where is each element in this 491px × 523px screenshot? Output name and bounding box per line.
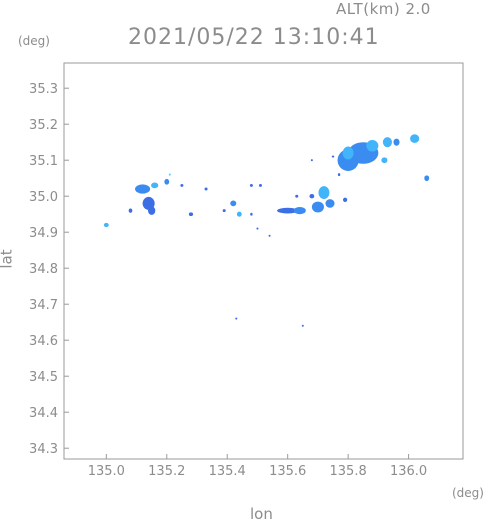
- y-tick-label: 34.9: [29, 226, 58, 241]
- y-tick-label: 35.3: [29, 82, 58, 97]
- echo-cell-19: [277, 207, 299, 214]
- echo-cell-0: [103, 222, 109, 228]
- x-axis-unit: (deg): [452, 486, 484, 500]
- y-tick-label: 34.6: [29, 334, 58, 349]
- echo-cell-4: [151, 182, 159, 189]
- echo-cell-37: [410, 134, 420, 143]
- timestamp-title: 2021/05/22 13:10:41: [128, 25, 380, 50]
- echo-cell-38: [424, 175, 430, 182]
- echo-cell-26: [342, 197, 348, 202]
- echo-cell-12: [230, 200, 237, 207]
- x-tick-label: 136.0: [390, 464, 427, 479]
- echo-cell-5: [148, 206, 156, 215]
- y-tick-label: 35.0: [29, 190, 58, 205]
- echo-cell-35: [393, 138, 400, 146]
- y-tick-label: 35.2: [29, 118, 58, 133]
- echo-cell-32: [342, 146, 354, 160]
- y-tick-label: 34.4: [29, 406, 58, 421]
- echo-cell-11: [222, 209, 226, 213]
- x-tick-label: 135.2: [148, 464, 185, 479]
- echo-cell-18: [268, 234, 271, 237]
- echo-cell-36: [381, 157, 388, 164]
- echo-cell-34: [382, 137, 392, 148]
- x-tick-label: 135.4: [209, 464, 246, 479]
- echo-cell-23: [311, 201, 324, 213]
- echo-cell-16: [250, 212, 253, 216]
- echo-cell-25: [325, 199, 335, 208]
- echo-cell-40: [301, 324, 304, 327]
- echo-cell-21: [295, 194, 299, 198]
- x-ticks: 135.0 135.2 135.4 135.6 135.8 136.0: [88, 454, 427, 479]
- echo-cell-14: [249, 183, 253, 187]
- echo-cell-28: [331, 155, 335, 158]
- y-tick-label: 34.7: [29, 298, 58, 313]
- echo-cell-22: [309, 194, 315, 199]
- echo-cell-9: [188, 212, 194, 216]
- y-tick-label: 34.8: [29, 262, 58, 277]
- echo-cell-8: [180, 183, 184, 187]
- echo-cell-15: [258, 183, 262, 187]
- altitude-label: ALT(km) 2.0: [336, 0, 431, 18]
- plot-frame: [63, 62, 464, 460]
- echo-cell-39: [235, 317, 238, 320]
- echo-cell-27: [337, 173, 341, 177]
- echo-cell-6: [164, 178, 170, 185]
- echo-cell-1: [128, 208, 133, 213]
- echo-cell-7: [168, 173, 171, 176]
- x-tick-label: 135.8: [330, 464, 367, 479]
- echo-cell-10: [204, 187, 208, 191]
- echo-cell-24: [318, 186, 330, 200]
- echo-cell-29: [310, 159, 313, 162]
- y-tick-label: 34.3: [29, 442, 58, 457]
- echo-cell-20: [293, 207, 306, 215]
- x-axis-title: lon: [250, 505, 273, 523]
- echo-cells: [103, 134, 430, 327]
- echo-cell-33: [366, 140, 379, 152]
- y-ticks: 34.3 34.4 34.5 34.6 34.7 34.8 34.9 35.0 35.1 35.2…: [29, 82, 69, 457]
- x-tick-label: 135.0: [88, 464, 125, 479]
- y-tick-label: 35.1: [29, 154, 58, 169]
- y-tick-label: 34.5: [29, 370, 58, 385]
- x-tick-label: 135.6: [269, 464, 306, 479]
- echo-cell-13: [236, 211, 242, 217]
- echo-cell-17: [256, 227, 259, 230]
- echo-cell-2: [135, 184, 151, 194]
- y-axis-unit: (deg): [18, 34, 50, 48]
